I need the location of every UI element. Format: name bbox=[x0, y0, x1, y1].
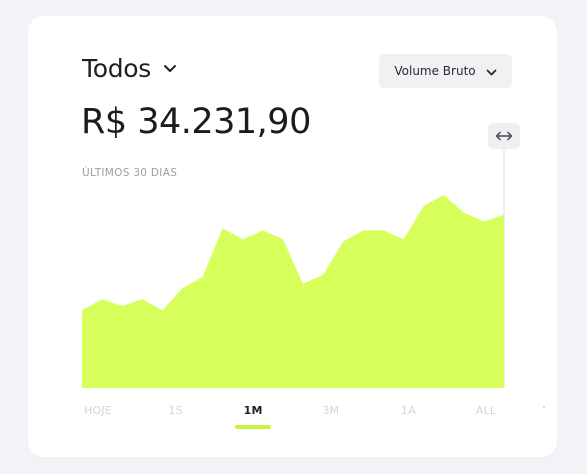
tab-hoje[interactable]: HOJE bbox=[84, 404, 112, 417]
horizontal-arrows-icon bbox=[494, 127, 514, 146]
chevron-down-icon bbox=[486, 62, 497, 81]
range-tabs: HOJE 1S 1M 3M 1A ALL bbox=[72, 404, 512, 430]
account-filter-dropdown[interactable]: Todos bbox=[82, 54, 177, 83]
tab-all[interactable]: ALL bbox=[475, 404, 497, 417]
tab-1m[interactable]: 1M bbox=[243, 404, 263, 417]
tab-1a[interactable]: 1A bbox=[400, 404, 416, 417]
chevron-down-icon bbox=[163, 59, 177, 78]
metric-select-label: Volume Bruto bbox=[394, 64, 476, 78]
volume-card: Todos Volume Bruto R$ 34.231,90 ÚLTIMOS … bbox=[28, 16, 557, 457]
metric-select[interactable]: Volume Bruto bbox=[379, 54, 512, 88]
tab-3m[interactable]: 3M bbox=[322, 404, 340, 417]
divider-dot bbox=[543, 406, 545, 408]
account-filter-label: Todos bbox=[82, 54, 152, 83]
chart-scrub-handle[interactable] bbox=[488, 123, 520, 149]
volume-area bbox=[82, 194, 504, 388]
active-tab-indicator bbox=[235, 425, 272, 429]
period-label: ÚLTIMOS 30 DIAS bbox=[82, 167, 178, 179]
total-amount: R$ 34.231,90 bbox=[81, 102, 311, 142]
tab-1s[interactable]: 1S bbox=[168, 404, 183, 417]
